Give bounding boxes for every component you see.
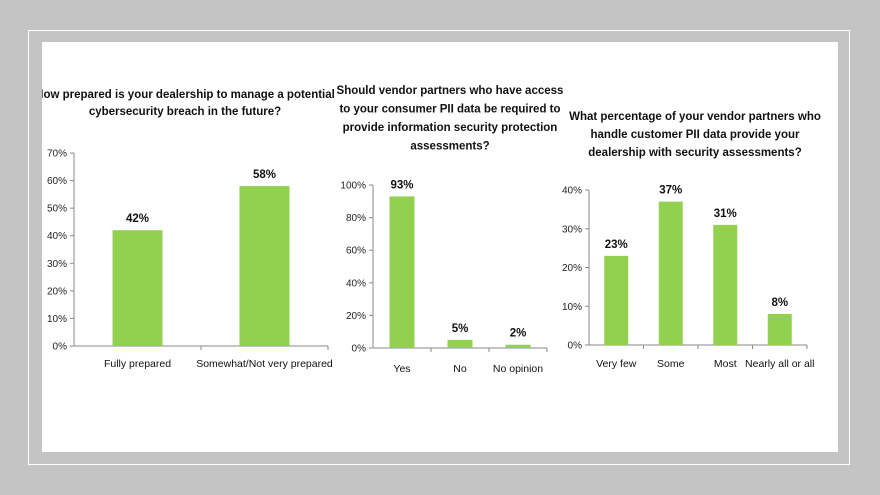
charts-panel: How prepared is your dealership to manag… bbox=[42, 42, 838, 452]
y-tick-label: 40% bbox=[47, 231, 67, 242]
charts-canvas: How prepared is your dealership to manag… bbox=[42, 85, 821, 375]
category-label: Somewhat/Not very prepared bbox=[196, 358, 333, 370]
data-label: 93% bbox=[390, 179, 413, 191]
data-label: 42% bbox=[126, 213, 149, 225]
chart-1-title-line: cybersecurity breach in the future? bbox=[89, 106, 281, 118]
bar-no-opinion bbox=[505, 344, 531, 348]
bar-somewhat-not-very-prepared bbox=[239, 186, 290, 346]
data-label: 5% bbox=[452, 323, 469, 335]
category-label: Some bbox=[657, 358, 685, 370]
chart-3: What percentage of your vendor partners … bbox=[562, 111, 821, 370]
bar-no bbox=[447, 339, 473, 348]
data-label: 23% bbox=[605, 239, 628, 251]
category-label: Most bbox=[714, 358, 737, 370]
y-tick-label: 100% bbox=[340, 181, 366, 192]
bar-very-few bbox=[604, 255, 629, 345]
chart-2: Should vendor partners who have access to… bbox=[337, 85, 564, 375]
chart-1-title-line: How prepared is your dealership to manag… bbox=[42, 89, 335, 101]
y-tick-label: 0% bbox=[568, 341, 583, 352]
category-label: Fully prepared bbox=[104, 358, 171, 370]
category-label: No opinion bbox=[493, 363, 543, 375]
y-tick-label: 50% bbox=[47, 204, 67, 215]
y-tick-label: 10% bbox=[562, 302, 582, 313]
y-tick-label: 70% bbox=[47, 149, 67, 160]
data-label: 31% bbox=[714, 208, 737, 220]
bar-most bbox=[713, 224, 738, 345]
bar-nearly-all-or-all bbox=[767, 314, 792, 345]
y-tick-label: 0% bbox=[53, 342, 68, 353]
y-tick-label: 10% bbox=[47, 314, 67, 325]
bar-yes bbox=[389, 196, 415, 348]
y-tick-label: 20% bbox=[562, 263, 582, 274]
category-label: Very few bbox=[596, 358, 637, 370]
bar-some bbox=[658, 201, 683, 345]
data-label: 2% bbox=[510, 328, 527, 340]
data-label: 58% bbox=[253, 169, 276, 181]
category-label: Nearly all or all bbox=[745, 358, 814, 370]
chart-3-title-line: What percentage of your vendor partners … bbox=[569, 111, 821, 123]
y-tick-label: 60% bbox=[346, 246, 366, 257]
chart-3-title-line: dealership with security assessments? bbox=[588, 147, 801, 159]
y-tick-label: 20% bbox=[346, 311, 366, 322]
y-tick-label: 30% bbox=[47, 259, 67, 270]
bar-fully-prepared bbox=[112, 230, 163, 346]
data-label: 37% bbox=[659, 185, 682, 197]
category-label: No bbox=[453, 363, 467, 375]
outer-frame bbox=[28, 30, 850, 465]
chart-2-title-line: to your consumer PII data be required to bbox=[339, 104, 560, 116]
chart-2-title-line: Should vendor partners who have access bbox=[337, 85, 564, 97]
y-tick-label: 20% bbox=[47, 286, 67, 297]
chart-2-title-line: provide information security protection bbox=[343, 122, 558, 134]
y-tick-label: 40% bbox=[562, 186, 582, 197]
category-label: Yes bbox=[393, 363, 410, 375]
y-tick-label: 30% bbox=[562, 224, 582, 235]
chart-2-title-line: assessments? bbox=[410, 141, 489, 153]
y-tick-label: 0% bbox=[352, 344, 367, 355]
chart-1: How prepared is your dealership to manag… bbox=[42, 89, 335, 370]
y-tick-label: 60% bbox=[47, 176, 67, 187]
chart-3-title-line: handle customer PII data provide your bbox=[591, 129, 800, 141]
data-label: 8% bbox=[771, 297, 788, 309]
y-tick-label: 40% bbox=[346, 278, 366, 289]
y-tick-label: 80% bbox=[346, 213, 366, 224]
